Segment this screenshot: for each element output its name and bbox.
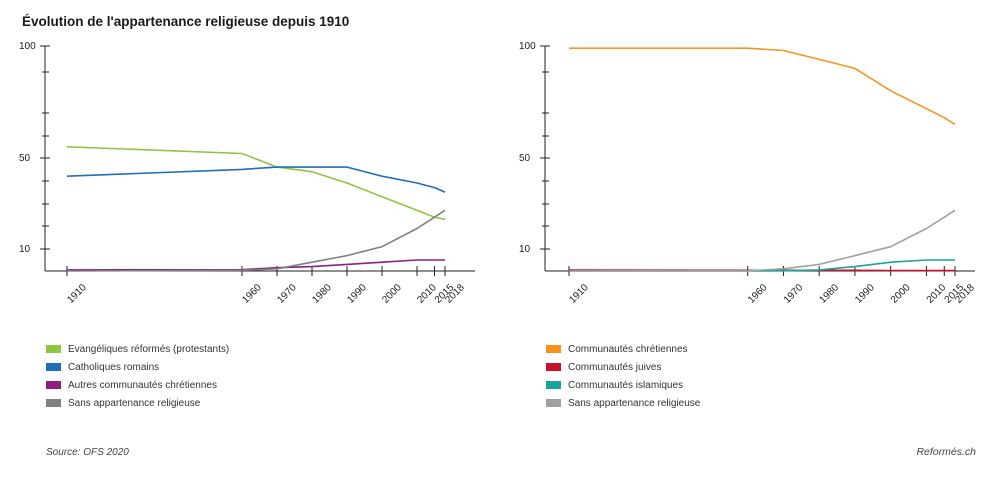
- legend-item: Evangéliques réformés (protestants): [46, 340, 229, 358]
- legend-item: Communautés islamiques: [546, 376, 700, 394]
- legend-swatch: [546, 399, 561, 407]
- source-note: Source: OFS 2020: [46, 447, 129, 458]
- x-tick-label: 2000: [889, 282, 913, 306]
- legend-item: Sans appartenance religieuse: [46, 394, 229, 412]
- legend-swatch: [46, 363, 61, 371]
- series-line-0: [569, 47, 956, 126]
- legend-swatch: [546, 381, 561, 389]
- x-tick-label: 1980: [310, 282, 334, 306]
- legend-right: Communautés chrétiennes Communautés juive…: [546, 340, 700, 412]
- legend-swatch: [546, 363, 561, 371]
- x-tick-label: 1960: [746, 282, 770, 306]
- legend-item: Catholiques romains: [46, 358, 229, 376]
- x-tick-label: 1980: [818, 282, 842, 306]
- brand-label: Reformés.ch: [916, 446, 976, 458]
- series-line-2: [66, 259, 445, 271]
- legend-item: Communautés juives: [546, 358, 700, 376]
- legend-item: Sans appartenance religieuse: [546, 394, 700, 412]
- x-tick-label: 1970: [782, 282, 806, 306]
- x-tick-label: 1910: [567, 282, 591, 306]
- series-line-0: [66, 146, 446, 221]
- x-tick-label: 1970: [275, 282, 299, 306]
- x-tick-label: 1910: [65, 282, 89, 306]
- series-line-3: [568, 209, 956, 272]
- legend-item: Autres communautés chrétiennes: [46, 376, 229, 394]
- legend-label: Catholiques romains: [68, 361, 160, 373]
- legend-label: Sans appartenance religieuse: [568, 397, 701, 409]
- x-tick-label: 1960: [240, 282, 264, 306]
- legend-label: Sans appartenance religieuse: [68, 397, 201, 409]
- y-tick-label: 100: [519, 41, 536, 52]
- series-line-1: [66, 166, 446, 193]
- legend-swatch: [46, 399, 61, 407]
- legend-label: Communautés chrétiennes: [568, 343, 688, 355]
- legend-swatch: [46, 381, 61, 389]
- legend-label: Autres communautés chrétiennes: [68, 379, 217, 391]
- y-tick-label: 50: [19, 153, 31, 164]
- legend-label: Communautés juives: [568, 361, 662, 373]
- x-tick-label: 1990: [853, 282, 877, 306]
- x-tick-label: 2010: [925, 282, 949, 306]
- page-title: Évolution de l'appartenance religieuse d…: [22, 14, 350, 29]
- legend-left: Evangéliques réformés (protestants) Catho…: [46, 340, 229, 412]
- y-tick-label: 50: [519, 153, 531, 164]
- legend-item: Communautés chrétiennes: [546, 340, 700, 358]
- y-tick-label: 100: [19, 41, 36, 52]
- x-tick-label: 2000: [380, 282, 404, 306]
- x-tick-label: 1990: [345, 282, 369, 306]
- y-tick-label: 10: [519, 244, 531, 255]
- legend-label: Communautés islamiques: [568, 379, 684, 391]
- series-line-3: [66, 209, 446, 272]
- legend-swatch: [46, 345, 61, 353]
- y-tick-label: 10: [19, 244, 31, 255]
- legend-swatch: [546, 345, 561, 353]
- legend-label: Evangéliques réformés (protestants): [68, 343, 230, 355]
